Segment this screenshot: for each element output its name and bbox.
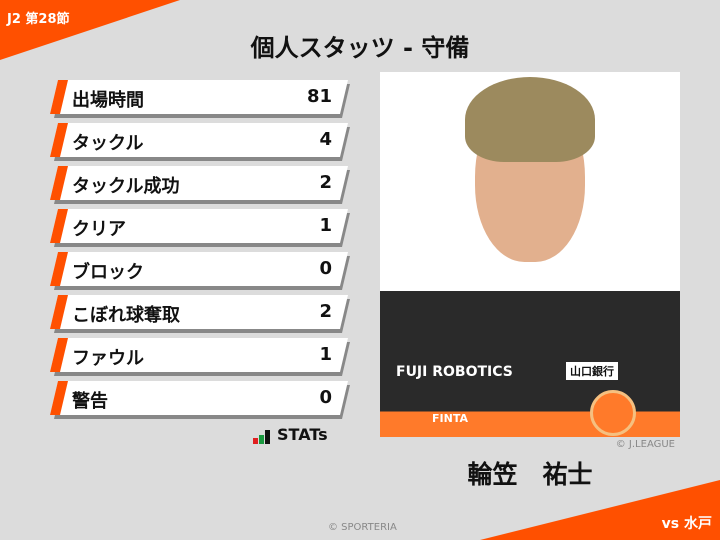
row-bar <box>50 338 348 372</box>
opponent-label: vs 水戸 <box>661 516 712 532</box>
stat-value: 0 <box>319 387 332 408</box>
row-bar <box>50 295 348 329</box>
stat-value: 2 <box>319 172 332 193</box>
stat-label: 出場時間 <box>72 90 144 111</box>
stat-row: クリア 1 <box>50 209 354 247</box>
page-title: 個人スタッツ - 守備 <box>250 34 470 62</box>
shirt-sponsor: FUJI ROBOTICS <box>396 364 513 380</box>
row-bar <box>50 381 348 415</box>
player-hair <box>465 77 595 162</box>
stat-label: クリア <box>72 219 126 240</box>
row-bar <box>50 123 348 157</box>
player-name: 輪笠 祐士 <box>467 460 593 489</box>
stat-label: ファウル <box>72 348 144 369</box>
row-bar <box>50 209 348 243</box>
photo-credit: © J.LEAGUE <box>615 439 675 450</box>
player-photo: FUJI ROBOTICS 山口銀行 FINTA <box>380 72 680 437</box>
stat-value: 1 <box>319 215 332 236</box>
stat-value: 0 <box>319 258 332 279</box>
stat-label: こぼれ球奪取 <box>72 305 180 326</box>
stat-row: 警告 0 <box>50 381 354 419</box>
club-crest-icon <box>590 390 636 436</box>
sleeve-sponsor: 山口銀行 <box>566 362 618 380</box>
stat-value: 2 <box>319 301 332 322</box>
stats-logo: STATs <box>253 425 328 444</box>
stat-row: タックル成功 2 <box>50 166 354 204</box>
row-bar <box>50 166 348 200</box>
bar-chart-icon <box>253 430 270 444</box>
stat-row: 出場時間 81 <box>50 80 354 118</box>
row-bar <box>50 252 348 286</box>
stat-row: タックル 4 <box>50 123 354 161</box>
stat-label: タックル成功 <box>72 176 180 197</box>
kit-maker: FINTA <box>432 412 468 425</box>
row-bar <box>50 80 348 114</box>
round-label: J2 第28節 <box>7 12 70 27</box>
stats-logo-text: STATs <box>277 425 328 444</box>
stat-label: 警告 <box>72 391 108 412</box>
stat-value: 4 <box>319 129 332 150</box>
footer-credit: © SPORTERIA <box>328 522 397 533</box>
stat-value: 81 <box>306 86 332 107</box>
stat-row: ファウル 1 <box>50 338 354 376</box>
stat-label: ブロック <box>72 262 144 283</box>
stat-row: ブロック 0 <box>50 252 354 290</box>
stat-label: タックル <box>72 133 144 154</box>
stat-row: こぼれ球奪取 2 <box>50 295 354 333</box>
stat-value: 1 <box>319 344 332 365</box>
